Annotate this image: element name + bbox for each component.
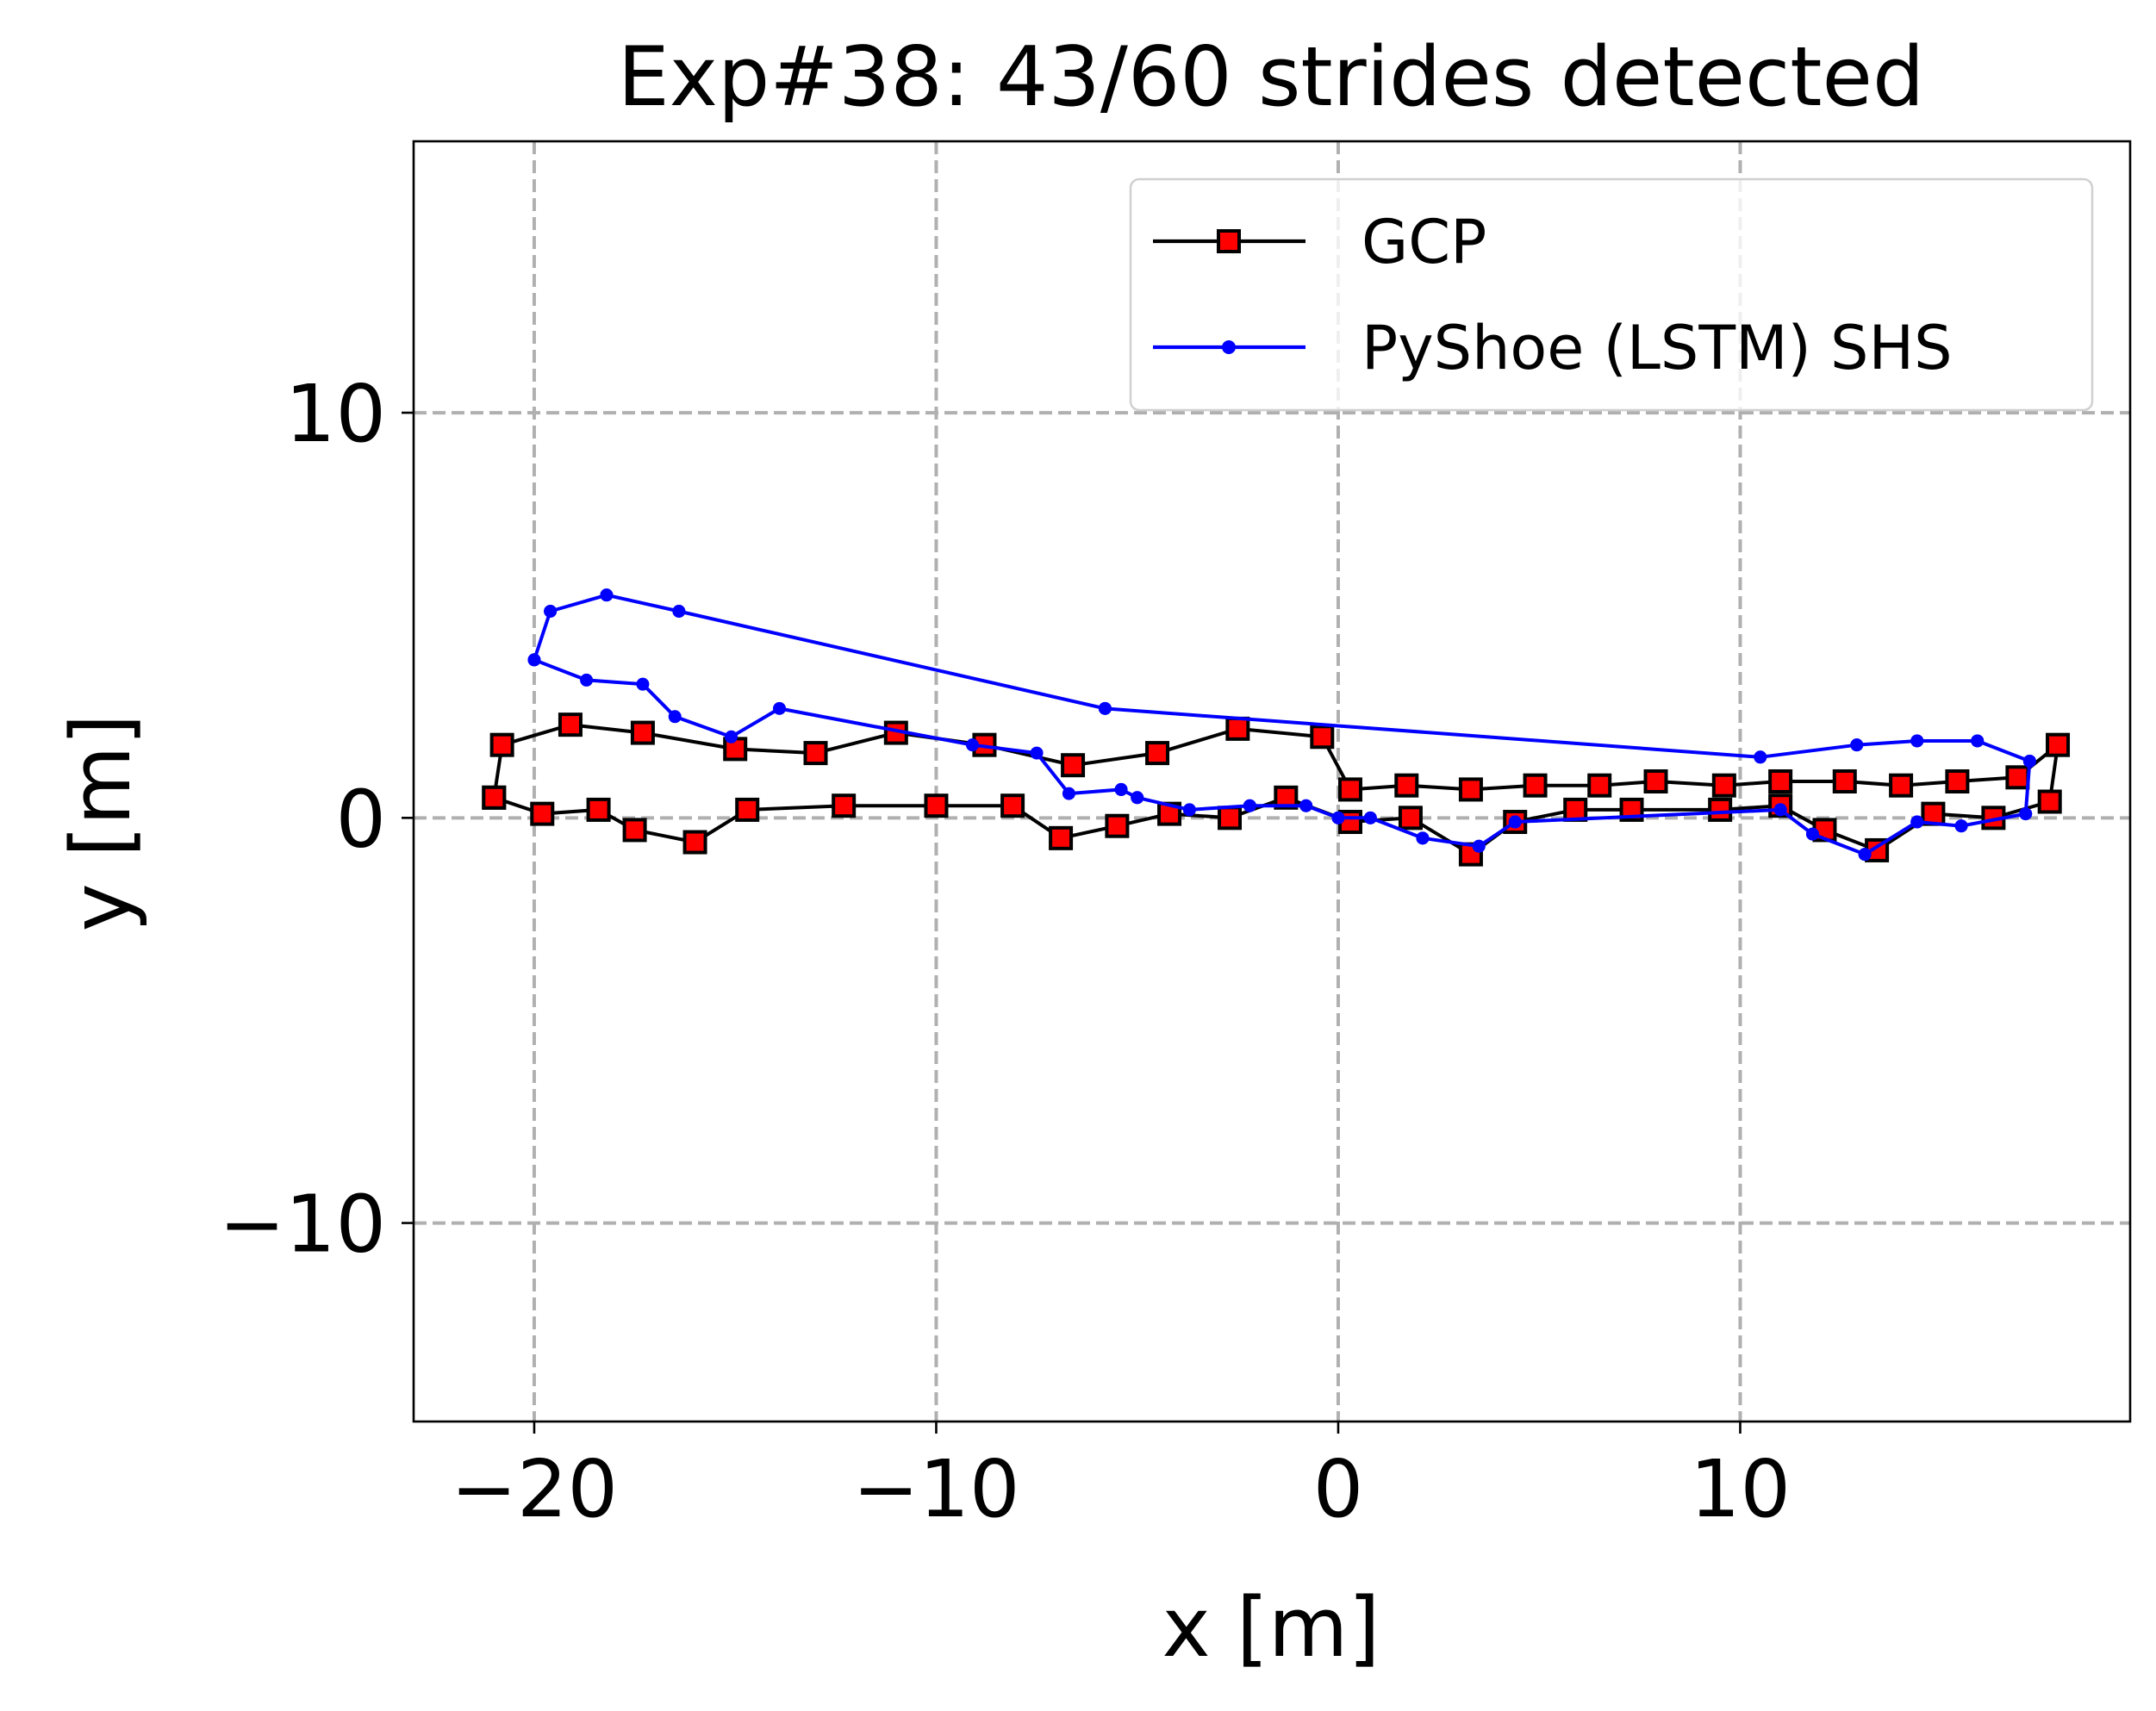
series-pyshoe	[527, 588, 2036, 862]
data-point-marker	[1000, 793, 1025, 818]
data-point-marker	[1708, 797, 1733, 822]
data-point-marker	[1098, 701, 1112, 715]
data-point-marker	[965, 738, 979, 752]
data-point-marker	[1182, 803, 1196, 817]
data-point-marker	[1971, 734, 1985, 748]
data-point-marker	[600, 588, 614, 602]
data-point-marker	[1337, 777, 1362, 802]
y-tick-label: −10	[219, 1179, 386, 1271]
x-tick-label: −10	[852, 1443, 1019, 1535]
data-point-marker	[1337, 810, 1362, 835]
data-point-marker	[1398, 806, 1423, 831]
data-point-marker	[1711, 773, 1736, 798]
data-point-marker	[580, 673, 594, 687]
data-point-marker	[1416, 831, 1430, 845]
data-point-marker	[1218, 806, 1243, 831]
data-point-marker	[1587, 773, 1612, 798]
data-point-marker	[1131, 791, 1144, 805]
data-point-marker	[832, 793, 857, 818]
axis-ticks: −20 −10 0 10 −10 0 10	[219, 368, 1791, 1535]
legend-gcp-label: GCP	[1362, 207, 1486, 277]
data-point-marker	[2022, 754, 2036, 768]
data-point-marker	[735, 797, 760, 822]
data-point-marker	[1145, 741, 1170, 766]
data-point-marker	[2037, 789, 2062, 814]
data-point-marker	[1805, 827, 1819, 841]
data-point-marker	[1394, 773, 1419, 798]
data-point-marker	[1114, 782, 1128, 796]
legend-frame	[1129, 177, 2094, 412]
data-point-marker	[2019, 807, 2033, 821]
data-point-marker	[1458, 777, 1483, 802]
data-point-marker	[672, 604, 686, 618]
data-point-marker	[1061, 753, 1086, 778]
x-tick-label: −20	[451, 1443, 618, 1535]
data-point-marker	[1225, 716, 1250, 741]
data-point-marker	[1754, 750, 1767, 764]
x-axis-label: x [m]	[1162, 1581, 1380, 1676]
data-point-marker	[630, 720, 655, 745]
data-point-marker	[668, 710, 682, 724]
data-point-marker	[527, 653, 541, 667]
axes-frame	[412, 140, 2132, 1423]
data-point-marker	[1062, 787, 1075, 800]
data-point-marker	[622, 818, 647, 843]
legend: GCP PyShoe (LSTM) SHS	[1129, 177, 2094, 412]
plot-series	[482, 588, 2071, 867]
data-point-marker	[1049, 825, 1074, 850]
data-point-marker	[1363, 811, 1377, 824]
data-point-marker	[725, 730, 738, 744]
data-point-marker	[773, 701, 787, 715]
x-tick-label: 10	[1690, 1443, 1791, 1535]
chart-title: Exp#38: 43/60 strides detected	[618, 30, 1925, 125]
data-point-marker	[636, 677, 650, 691]
data-point-marker	[1768, 769, 1793, 793]
data-point-marker	[1858, 848, 1872, 862]
data-point-marker	[1331, 811, 1345, 824]
data-point-marker	[1832, 769, 1857, 793]
data-point-marker	[1954, 819, 1968, 833]
data-point-marker	[1472, 839, 1486, 853]
data-point-marker	[1910, 815, 1924, 829]
data-point-marker	[586, 797, 611, 822]
data-point-marker	[1921, 801, 1946, 826]
data-point-marker	[558, 712, 583, 737]
data-point-marker	[803, 741, 828, 766]
legend-pyshoe-label: PyShoe (LSTM) SHS	[1362, 313, 1953, 383]
data-point-marker	[2005, 765, 2030, 790]
series-line	[533, 593, 2032, 856]
data-point-marker	[1523, 773, 1548, 798]
data-point-marker	[1910, 734, 1924, 748]
data-point-marker	[1563, 797, 1588, 822]
data-point-marker	[924, 793, 949, 818]
data-point-marker	[1945, 769, 1970, 793]
y-tick-label: 0	[335, 773, 386, 865]
data-point-marker	[2046, 732, 2071, 757]
data-point-marker	[1643, 769, 1668, 793]
data-point-marker	[1310, 725, 1335, 750]
legend-gcp-marker	[1217, 229, 1241, 253]
data-point-marker	[1243, 799, 1256, 812]
data-point-marker	[489, 732, 514, 757]
x-tick-label: 0	[1313, 1443, 1364, 1535]
data-point-marker	[530, 801, 555, 826]
series-gcp	[482, 712, 2071, 867]
data-point-marker	[482, 785, 507, 810]
y-axis-label: y [m]	[54, 713, 149, 931]
legend-pyshoe-marker	[1222, 340, 1236, 354]
data-point-marker	[1299, 799, 1313, 812]
y-tick-label: 10	[285, 368, 386, 460]
data-point-marker	[1105, 813, 1130, 838]
data-point-marker	[1889, 773, 1914, 798]
data-point-marker	[1773, 803, 1787, 817]
data-point-marker	[544, 604, 558, 618]
data-point-marker	[1030, 746, 1044, 760]
data-point-marker	[682, 830, 707, 855]
data-point-marker	[1508, 815, 1522, 829]
data-point-marker	[1850, 738, 1864, 752]
